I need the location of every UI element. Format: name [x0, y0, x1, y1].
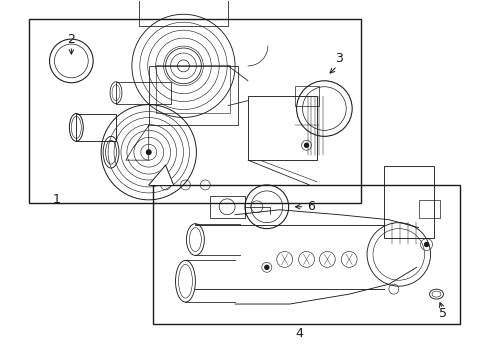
Text: 5: 5 — [440, 307, 447, 320]
Text: 2: 2 — [68, 33, 75, 46]
Text: 3: 3 — [335, 53, 343, 66]
Circle shape — [146, 149, 152, 155]
Circle shape — [265, 265, 269, 269]
Bar — [384, 166, 434, 238]
Bar — [153, 185, 460, 324]
Bar — [248, 96, 318, 160]
Bar — [156, 65, 230, 113]
Bar — [149, 66, 238, 125]
Bar — [29, 19, 361, 203]
Bar — [294, 86, 319, 105]
Bar — [210, 196, 245, 218]
Text: 1: 1 — [52, 193, 60, 206]
Circle shape — [425, 243, 429, 247]
Polygon shape — [149, 165, 173, 185]
Bar — [139, 0, 228, 26]
Circle shape — [305, 143, 309, 147]
Bar — [76, 113, 116, 141]
Text: 4: 4 — [295, 327, 303, 340]
Bar — [418, 200, 441, 218]
Bar — [116, 82, 171, 104]
Text: 6: 6 — [308, 200, 316, 213]
